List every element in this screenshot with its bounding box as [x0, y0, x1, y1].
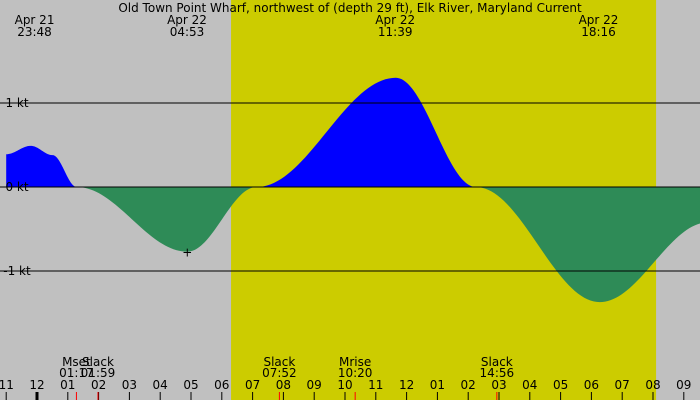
event-labels: Mset01:17Slack01:59Slack07:52Mrise10:20S…	[59, 355, 514, 380]
x-tick-label: 11	[0, 378, 14, 392]
peak-time-label: 04:53	[170, 25, 205, 39]
chart-title: Old Town Point Wharf, northwest of (dept…	[118, 1, 582, 15]
x-tick-label: 12	[29, 378, 44, 392]
flood-area-2	[256, 77, 476, 187]
peak-date-label: Apr 21	[15, 13, 55, 27]
event-label: Slack	[481, 355, 513, 369]
y-tick-label: 1 kt	[5, 96, 28, 110]
x-tick-label: 01	[430, 378, 445, 392]
current-marker-symbol: +	[182, 246, 192, 260]
x-tick-label: 04	[522, 378, 537, 392]
x-tick-label: 11	[368, 378, 383, 392]
x-tick-label: 01	[60, 378, 75, 392]
x-tick-label: 09	[676, 378, 691, 392]
y-axis-labels: 1 kt 0 kt -1 kt	[3, 96, 31, 278]
event-time-label: 10:20	[338, 366, 373, 380]
x-tick-label: 10	[337, 378, 352, 392]
event-label: Mrise	[339, 355, 371, 369]
x-tick-label: 08	[276, 378, 291, 392]
x-tick-label: 06	[584, 378, 599, 392]
x-tick-label: 04	[153, 378, 168, 392]
ebb-area-1	[76, 187, 257, 252]
x-tick-label: 06	[214, 378, 229, 392]
peak-date-label: Apr 22	[375, 13, 415, 27]
event-time-label: 01:59	[81, 366, 116, 380]
x-tick-label: 09	[307, 378, 322, 392]
peak-date-label: Apr 22	[167, 13, 207, 27]
x-tick-label: 05	[553, 378, 568, 392]
event-time-label: 07:52	[262, 366, 297, 380]
event-label: Mset	[62, 355, 91, 369]
peak-date-label: Apr 22	[579, 13, 619, 27]
x-tick-label: 03	[491, 378, 506, 392]
peak-time-label: 18:16	[581, 25, 616, 39]
gridlines	[0, 102, 700, 272]
peak-time-label: 11:39	[378, 25, 413, 39]
x-tick-label: 02	[461, 378, 476, 392]
midnight-tick-mark	[35, 392, 39, 400]
x-tick-label: 07	[615, 378, 630, 392]
x-tick-label: 03	[122, 378, 137, 392]
peak-time-label: 23:48	[17, 25, 52, 39]
event-label: Slack	[263, 355, 295, 369]
x-axis: 11 12 01 02 03 04 05 06 07 08 09 10 11 12 01 02 03 04 05 06…	[0, 378, 691, 400]
x-tick-label: 05	[183, 378, 198, 392]
current-areas	[6, 77, 700, 303]
x-tick-label: 07	[245, 378, 260, 392]
x-tick-label: 08	[645, 378, 660, 392]
x-tick-label: 02	[91, 378, 106, 392]
current-marker: +	[182, 246, 192, 260]
event-time-label: 14:56	[480, 366, 515, 380]
x-tick-label: 12	[399, 378, 414, 392]
flood-area-0	[6, 145, 77, 187]
y-tick-label: 0 kt	[5, 180, 28, 194]
event-label: Slack	[82, 355, 114, 369]
ebb-area-3	[475, 187, 700, 303]
event-time-label: 01:17	[59, 366, 94, 380]
y-tick-label: -1 kt	[3, 264, 31, 278]
